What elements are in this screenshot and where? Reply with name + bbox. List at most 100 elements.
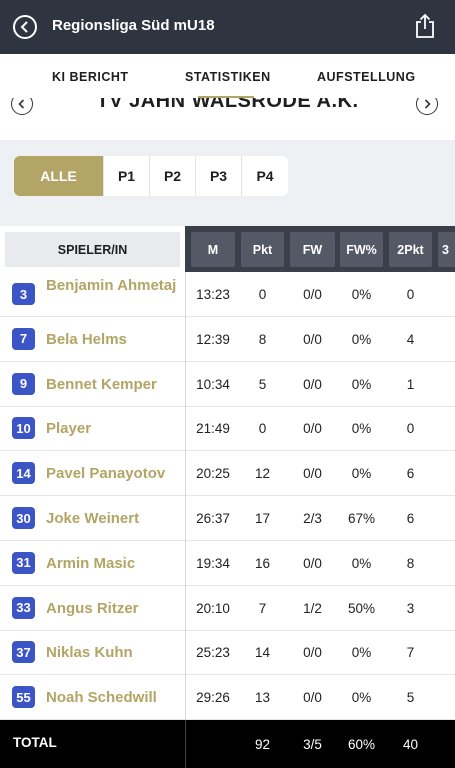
column-header-fw[interactable]: FW: [290, 232, 335, 267]
table-row[interactable]: 14 Pavel Panayotov 20:25 12 0/0 0% 6: [0, 451, 455, 497]
free-throws-cell: 0/0: [303, 331, 322, 347]
table-row[interactable]: 33 Angus Ritzer 20:10 7 1/2 50% 3: [0, 585, 455, 631]
chevron-left-icon: [18, 99, 25, 109]
stats-columns[interactable]: M Pkt FW FW% 2Pkt 3: [185, 226, 455, 720]
player-name[interactable]: Player: [46, 420, 92, 438]
player-name[interactable]: Angus Ritzer: [46, 599, 139, 617]
table-row[interactable]: 31 Armin Masic 19:34 16 0/0 0% 8: [0, 540, 455, 586]
total-fw: 3/5: [303, 736, 322, 752]
active-tab-indicator: [198, 96, 254, 99]
period-button-p2[interactable]: P2: [150, 156, 196, 196]
tab-aufstellung[interactable]: AUFSTELLUNG: [317, 70, 416, 84]
free-throw-percent-cell: 0%: [351, 645, 372, 661]
stats-header: M Pkt FW FW% 2Pkt 3: [185, 226, 455, 272]
prev-team-button[interactable]: [11, 98, 33, 115]
points-cell: 7: [258, 600, 267, 616]
period-filter-area: ALLE P1 P2 P3 P4: [0, 140, 455, 226]
total-2pkt: 40: [402, 736, 419, 752]
total-pkt: 92: [254, 736, 271, 752]
column-header-fw-percent[interactable]: FW%: [340, 232, 383, 267]
table-row[interactable]: 3 Benjamin Ahmetaj 13:23 0 0/0 0% 0: [0, 272, 455, 317]
two-pointers-cell: 5: [406, 690, 415, 706]
player-name[interactable]: Pavel Panayotov: [46, 465, 166, 483]
column-divider: [185, 675, 186, 721]
share-icon: [416, 13, 434, 38]
player-name[interactable]: Benjamin Ahmetaj: [46, 277, 177, 294]
column-header-pkt[interactable]: Pkt: [241, 232, 284, 267]
jersey-number-badge: 31: [12, 551, 35, 574]
free-throws-cell: 0/0: [303, 421, 322, 437]
minutes-cell: 10:34: [196, 376, 230, 392]
tab-bar: KI BERICHT STATISTIKEN AUFSTELLUNG: [0, 54, 455, 99]
table-row[interactable]: 30 Joke Weinert 26:37 17 2/3 67% 6: [0, 496, 455, 541]
tab-ki-bericht[interactable]: KI BERICHT: [52, 70, 129, 84]
two-pointers-cell: 0: [406, 421, 415, 437]
free-throws-cell: 0/0: [303, 555, 322, 571]
free-throw-percent-cell: 0%: [351, 690, 372, 706]
column-divider: [185, 540, 186, 586]
stats-table[interactable]: SPIELER/IN M Pkt FW FW% 2Pkt 3 3 Benjamin…: [0, 226, 455, 768]
team-selector: TV JAHN WALSRODE A.K.: [0, 98, 455, 140]
table-row[interactable]: 10 Player 21:49 0 0/0 0% 0: [0, 406, 455, 452]
jersey-number-badge: 37: [12, 641, 35, 664]
player-name[interactable]: Bela Helms: [46, 330, 127, 348]
player-name[interactable]: Bennet Kemper: [46, 375, 157, 393]
player-name[interactable]: Niklas Kuhn: [46, 644, 133, 662]
two-pointers-cell: 0: [406, 287, 415, 302]
free-throws-cell: 0/0: [303, 376, 322, 392]
points-cell: 0: [258, 421, 267, 437]
minutes-cell: 19:34: [196, 555, 230, 571]
free-throw-percent-cell: 0%: [351, 287, 372, 302]
free-throws-cell: 0/0: [303, 466, 322, 482]
next-team-button[interactable]: [416, 98, 438, 115]
two-pointers-cell: 8: [406, 555, 415, 571]
free-throws-cell: 0/0: [303, 287, 322, 302]
minutes-cell: 21:49: [196, 421, 230, 437]
free-throw-percent-cell: 0%: [351, 376, 372, 392]
points-cell: 14: [254, 645, 271, 661]
free-throw-percent-cell: 0%: [351, 466, 372, 482]
two-pointers-cell: 4: [406, 331, 415, 347]
page-title: Regionsliga Süd mU18: [52, 17, 215, 34]
column-header-3pkt[interactable]: 3: [438, 232, 455, 267]
table-row[interactable]: 37 Niklas Kuhn 25:23 14 0/0 0% 7: [0, 630, 455, 676]
column-divider: [185, 316, 186, 362]
free-throws-cell: 1/2: [303, 600, 322, 616]
free-throw-percent-cell: 0%: [351, 421, 372, 437]
period-button-p1[interactable]: P1: [104, 156, 150, 196]
minutes-cell: 13:23: [196, 287, 230, 302]
points-cell: 12: [254, 466, 271, 482]
player-column-header[interactable]: SPIELER/IN: [5, 232, 180, 267]
player-name[interactable]: Armin Masic: [46, 554, 136, 572]
column-divider: [185, 496, 186, 541]
period-filter: ALLE P1 P2 P3 P4: [14, 156, 288, 196]
minutes-cell: 26:37: [196, 511, 230, 526]
points-cell: 13: [254, 690, 271, 706]
period-button-p3[interactable]: P3: [196, 156, 242, 196]
free-throw-percent-cell: 67%: [347, 511, 376, 526]
table-row[interactable]: 9 Bennet Kemper 10:34 5 0/0 0% 1: [0, 361, 455, 407]
column-header-2pkt[interactable]: 2Pkt: [389, 232, 432, 267]
jersey-number-badge: 3: [12, 283, 35, 305]
tab-statistiken[interactable]: STATISTIKEN: [185, 70, 271, 84]
table-row[interactable]: 55 Noah Schedwill 29:26 13 0/0 0% 5: [0, 675, 455, 721]
total-divider: [185, 720, 186, 768]
player-name[interactable]: Noah Schedwill: [46, 689, 157, 707]
back-button[interactable]: [13, 15, 37, 39]
period-button-alle[interactable]: ALLE: [14, 156, 104, 196]
period-button-p4[interactable]: P4: [242, 156, 288, 196]
share-button[interactable]: [413, 13, 437, 39]
free-throws-cell: 2/3: [303, 511, 322, 526]
jersey-number-badge: 30: [12, 507, 35, 529]
two-pointers-cell: 1: [406, 376, 415, 392]
jersey-number-badge: 33: [12, 596, 35, 619]
points-cell: 5: [258, 376, 267, 392]
table-row[interactable]: 7 Bela Helms 12:39 8 0/0 0% 4: [0, 316, 455, 362]
jersey-number-badge: 55: [12, 686, 35, 709]
chevron-right-icon: [424, 99, 431, 109]
player-name[interactable]: Joke Weinert: [46, 510, 140, 527]
total-label: TOTAL: [13, 735, 57, 750]
column-header-m[interactable]: M: [191, 232, 235, 267]
minutes-cell: 12:39: [196, 331, 230, 347]
points-cell: 16: [254, 555, 271, 571]
